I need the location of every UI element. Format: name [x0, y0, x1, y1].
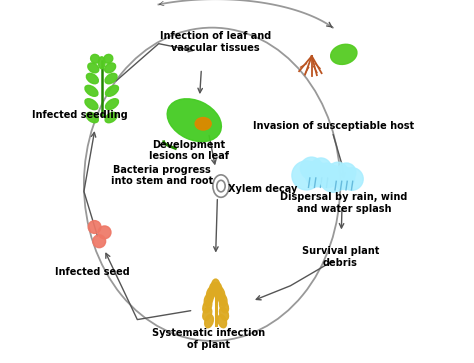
Ellipse shape	[218, 315, 227, 328]
Circle shape	[305, 162, 330, 187]
Ellipse shape	[104, 54, 113, 63]
Ellipse shape	[205, 315, 213, 328]
Text: Bacteria progress
into stem and root: Bacteria progress into stem and root	[111, 164, 213, 186]
Ellipse shape	[331, 44, 357, 64]
Ellipse shape	[106, 99, 118, 110]
Ellipse shape	[207, 287, 215, 300]
Ellipse shape	[85, 85, 98, 96]
Text: Survival plant
debris: Survival plant debris	[301, 246, 379, 268]
Circle shape	[292, 161, 321, 190]
Circle shape	[88, 221, 101, 233]
Ellipse shape	[204, 293, 213, 306]
Text: Xylem decay: Xylem decay	[228, 184, 298, 194]
Ellipse shape	[219, 307, 228, 320]
Text: Infected seed: Infected seed	[55, 266, 130, 277]
Ellipse shape	[219, 300, 228, 313]
Ellipse shape	[214, 282, 222, 296]
Ellipse shape	[210, 282, 218, 296]
Ellipse shape	[203, 300, 212, 313]
Ellipse shape	[106, 85, 118, 96]
Ellipse shape	[86, 113, 99, 123]
Text: Dispersal by rain, wind
and water splash: Dispersal by rain, wind and water splash	[280, 192, 408, 213]
Ellipse shape	[105, 63, 116, 73]
Ellipse shape	[211, 279, 219, 293]
Text: Infection of leaf and
vascular tissues: Infection of leaf and vascular tissues	[160, 31, 271, 53]
Ellipse shape	[105, 73, 117, 84]
Ellipse shape	[216, 287, 225, 300]
Text: Invasion of susceptiable host: Invasion of susceptiable host	[253, 121, 414, 131]
Circle shape	[310, 158, 331, 179]
Ellipse shape	[85, 99, 98, 110]
Ellipse shape	[91, 54, 100, 63]
Ellipse shape	[105, 113, 117, 123]
Circle shape	[337, 163, 356, 182]
FancyArrowPatch shape	[333, 134, 345, 178]
Circle shape	[315, 163, 339, 188]
FancyArrowPatch shape	[106, 253, 191, 319]
Circle shape	[328, 162, 348, 183]
Text: Systematic infection
of plant: Systematic infection of plant	[152, 329, 265, 350]
Ellipse shape	[88, 63, 99, 73]
Ellipse shape	[99, 57, 105, 69]
FancyArrowPatch shape	[116, 44, 193, 81]
Text: Development
lesions on leaf: Development lesions on leaf	[149, 140, 229, 161]
FancyArrowPatch shape	[84, 132, 98, 236]
Ellipse shape	[203, 307, 212, 320]
Circle shape	[93, 235, 106, 248]
Ellipse shape	[219, 293, 227, 306]
Ellipse shape	[167, 99, 221, 142]
Circle shape	[301, 157, 323, 179]
Circle shape	[341, 168, 363, 190]
Ellipse shape	[86, 73, 99, 84]
Ellipse shape	[195, 118, 211, 130]
Circle shape	[332, 167, 355, 189]
Circle shape	[320, 166, 346, 192]
Text: Infected seedling: Infected seedling	[33, 110, 128, 120]
FancyArrowPatch shape	[256, 261, 333, 300]
Circle shape	[98, 226, 111, 239]
